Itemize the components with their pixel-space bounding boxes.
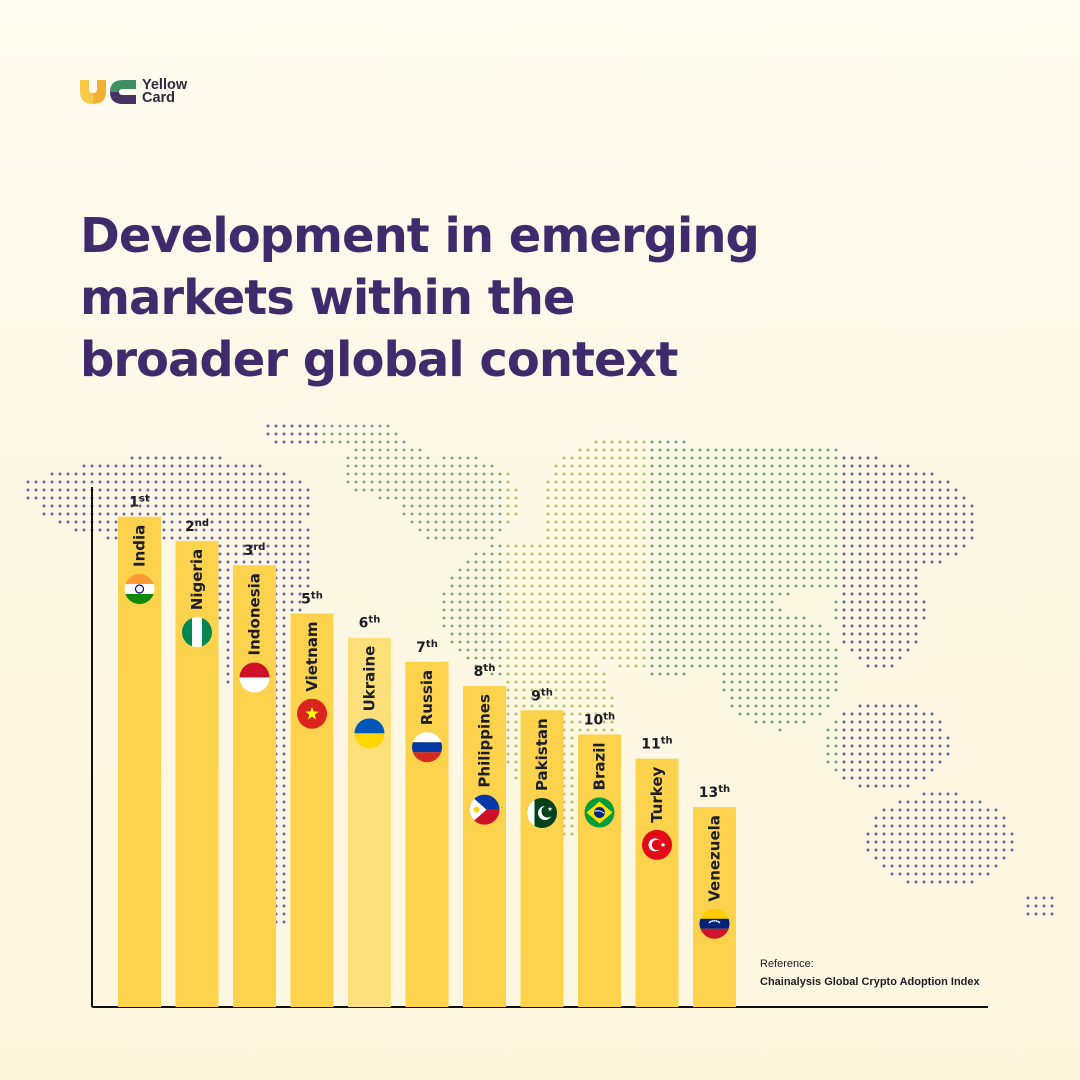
rank-label-venezuela: 13th [699, 784, 730, 801]
rank-label-india: 1st [129, 494, 150, 511]
reference-note: Reference: Chainalysis Global Crypto Ado… [760, 958, 980, 988]
yellow-card-logo-icon [80, 80, 136, 104]
country-label-india: India [131, 525, 149, 567]
bar-group-ukraine: 6th Ukraine [348, 615, 391, 1007]
bar-venezuela [693, 807, 736, 1007]
russia-flag-icon [412, 732, 442, 763]
rank-label-russia: 7th [416, 639, 438, 656]
rank-label-brazil: 10th [584, 712, 615, 729]
bar-philippines [463, 686, 506, 1007]
country-label-vietnam: Vietnam [303, 622, 321, 692]
bar-turkey [635, 758, 679, 1007]
bar-group-pakistan: 9th Pakistan [520, 687, 564, 1007]
country-label-pakistan: Pakistan [533, 718, 551, 791]
rank-label-vietnam: 5th [301, 591, 323, 608]
reference-source: Chainalysis Global Crypto Adoption Index [760, 976, 980, 988]
bar-pakistan [520, 710, 564, 1007]
rank-label-ukraine: 6th [359, 615, 381, 632]
rank-label-philippines: 8th [474, 663, 496, 680]
title-line-2: markets within the [80, 270, 575, 326]
rank-label-turkey: 11th [641, 736, 672, 753]
bar-group-philippines: 8th Philippines [463, 663, 506, 1007]
rank-label-nigeria: 2nd [185, 518, 209, 535]
country-label-russia: Russia [418, 670, 436, 725]
brazil-flag-icon [584, 797, 615, 828]
bar-vietnam [290, 613, 334, 1007]
bar-group-turkey: 11th Turkey [635, 736, 679, 1007]
title-line-3: broader global context [80, 332, 678, 388]
reference-label: Reference: [760, 958, 814, 970]
country-label-brazil: Brazil [591, 743, 609, 791]
country-label-venezuela: Venezuela [706, 815, 724, 902]
turkey-flag-icon [642, 829, 672, 860]
ukraine-flag-icon [354, 718, 385, 749]
bar-group-russia: 7th Russia [405, 639, 449, 1007]
bar-group-venezuela: 13th Venezuela [693, 784, 736, 1007]
rank-label-pakistan: 9th [531, 687, 553, 704]
brand-name: Yellow Card [142, 76, 188, 106]
bar-group-brazil: 10th Brazil [578, 712, 621, 1007]
bar-group-nigeria: 2nd Nigeria [175, 518, 219, 1007]
bar-group-vietnam: 5th Vietnam [290, 591, 334, 1007]
bar-ukraine [348, 637, 391, 1007]
vietnam-flag-icon [297, 698, 327, 729]
bar-russia [405, 661, 449, 1007]
bar-indonesia [233, 565, 276, 1007]
indonesia-flag-icon [239, 662, 270, 693]
venezuela-flag-icon [699, 908, 730, 939]
country-label-turkey: Turkey [648, 766, 666, 822]
india-flag-icon [124, 573, 155, 604]
yellow-card-logo: Yellow Card [80, 76, 188, 106]
rank-label-indonesia: 3rd [244, 542, 266, 559]
bar-group-india: 1st India [118, 494, 161, 1007]
philippines-flag-icon [469, 794, 500, 825]
bar-brazil [578, 734, 621, 1007]
country-label-nigeria: Nigeria [188, 549, 206, 610]
nigeria-flag-icon [182, 617, 212, 648]
page-title: Development in emerging markets within t… [80, 205, 760, 391]
country-label-philippines: Philippines [476, 694, 494, 788]
title-line-1: Development in emerging [80, 208, 760, 264]
bar-group-indonesia: 3rd Indonesia [233, 542, 276, 1007]
country-label-ukraine: Ukraine [361, 646, 379, 712]
country-label-indonesia: Indonesia [246, 573, 264, 655]
pakistan-flag-icon [527, 798, 557, 829]
